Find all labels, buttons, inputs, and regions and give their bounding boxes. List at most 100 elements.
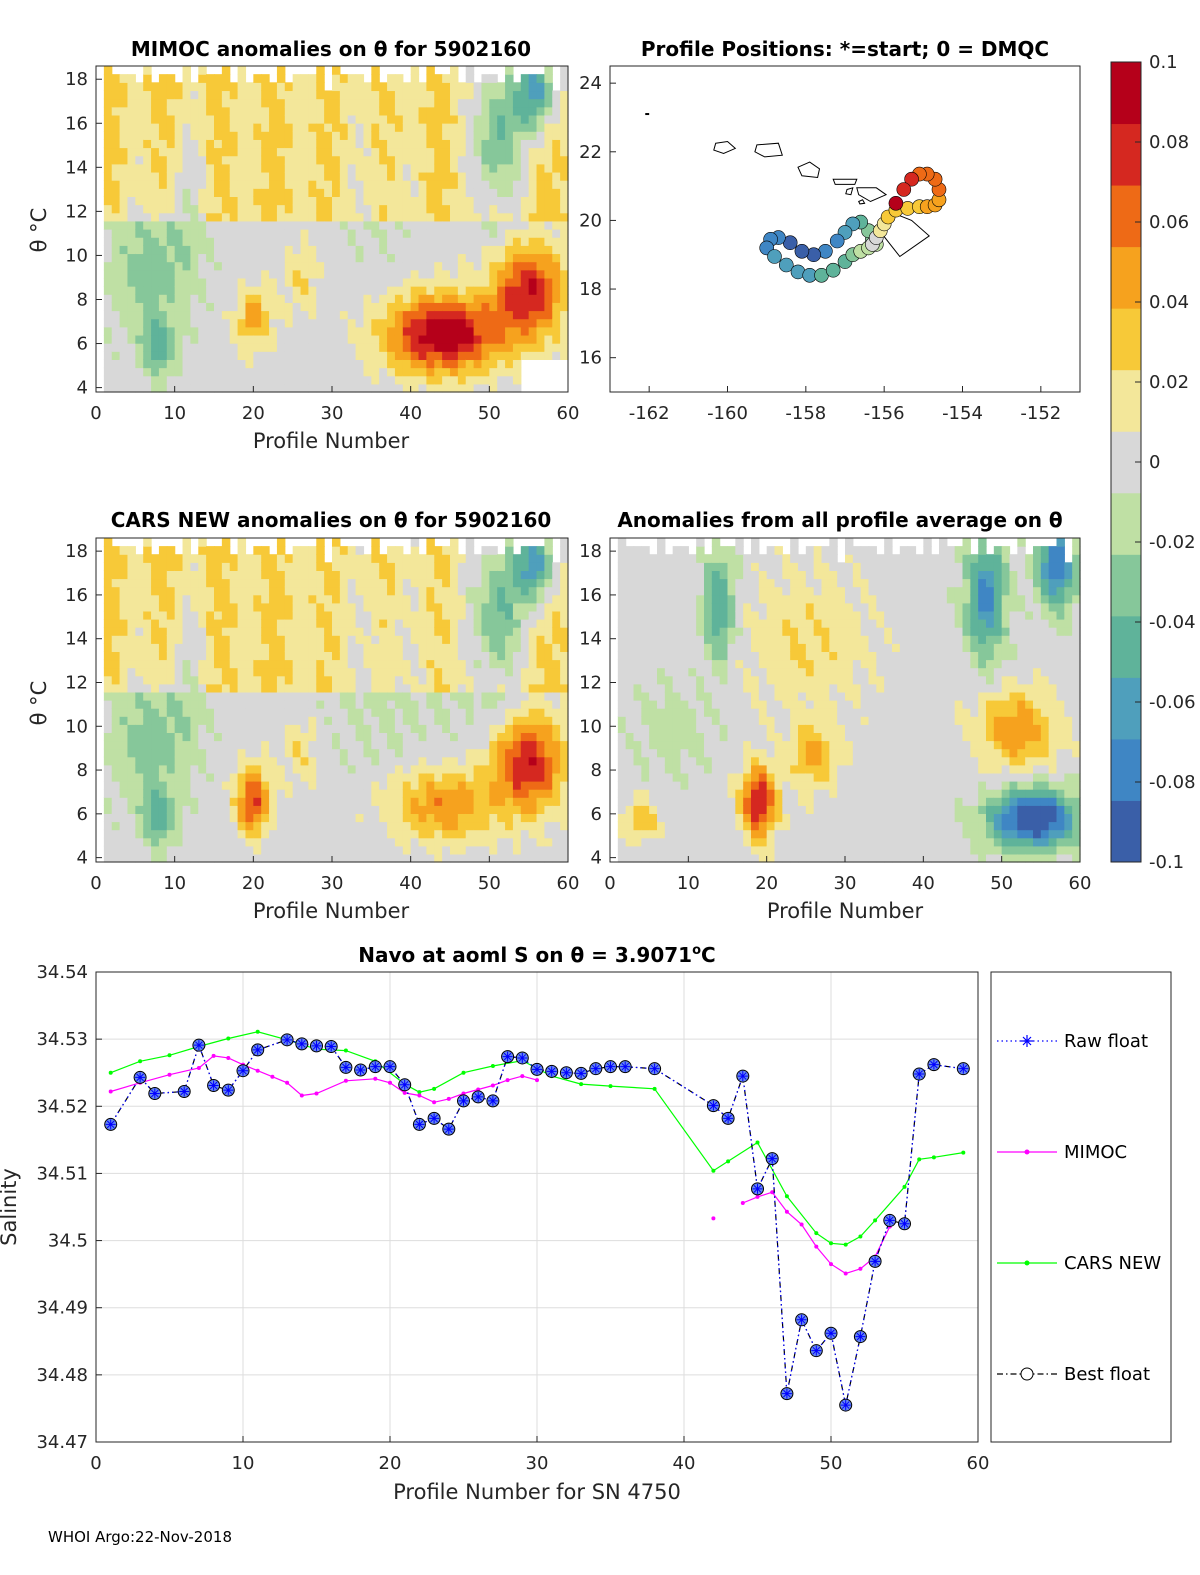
heatmap-cell bbox=[552, 155, 561, 165]
heatmap-cell bbox=[135, 220, 144, 230]
heatmap-cell bbox=[617, 578, 627, 588]
heatmap-cell bbox=[347, 359, 357, 369]
heatmap-cell bbox=[174, 853, 184, 863]
heatmap-cell bbox=[434, 123, 443, 132]
heatmap-cell bbox=[371, 716, 380, 725]
heatmap-cell bbox=[103, 155, 113, 165]
heatmap-cell bbox=[308, 781, 317, 790]
heatmap-cell bbox=[481, 286, 490, 295]
heatmap-cell bbox=[292, 627, 302, 636]
heatmap-cell bbox=[292, 318, 302, 328]
heatmap-cell bbox=[371, 383, 380, 393]
heatmap-cell bbox=[237, 367, 247, 377]
heatmap-cell bbox=[174, 837, 184, 847]
heatmap-cell bbox=[111, 845, 121, 855]
heatmap-cell bbox=[379, 180, 388, 189]
heatmap-cell bbox=[198, 334, 207, 344]
cars-ylabel: θ °C bbox=[27, 681, 51, 726]
heatmap-cell bbox=[512, 188, 522, 197]
heatmap-cell bbox=[276, 708, 286, 717]
heatmap-cell bbox=[229, 837, 239, 847]
heatmap-cell bbox=[505, 716, 514, 725]
heatmap-cell bbox=[221, 627, 231, 636]
heatmap-cell bbox=[410, 821, 420, 831]
x-tick-label: 20 bbox=[242, 403, 265, 424]
heatmap-cell bbox=[347, 627, 357, 636]
heatmap-cell bbox=[103, 667, 113, 677]
heatmap-cell bbox=[347, 691, 357, 701]
heatmap-cell bbox=[536, 740, 545, 750]
heatmap-cell bbox=[544, 171, 553, 181]
heatmap-cell bbox=[300, 286, 309, 295]
heatmap-cell bbox=[347, 269, 357, 279]
heatmap-cell bbox=[347, 367, 357, 377]
heatmap-cell bbox=[253, 756, 262, 766]
heatmap-cell bbox=[536, 716, 545, 725]
heatmap-cell bbox=[127, 375, 136, 385]
heatmap-cell bbox=[158, 635, 168, 644]
heatmap-cell bbox=[625, 635, 635, 644]
heatmap-cell bbox=[481, 586, 490, 596]
heatmap-cell bbox=[649, 570, 658, 580]
heatmap-cell bbox=[434, 90, 443, 100]
heatmap-cell bbox=[332, 837, 341, 847]
heatmap-cell bbox=[520, 106, 530, 116]
heatmap-cell bbox=[442, 691, 451, 701]
heatmap-cell bbox=[497, 269, 506, 279]
heatmap-cell bbox=[363, 781, 372, 790]
heatmap-cell bbox=[481, 204, 490, 214]
heatmap-cell bbox=[641, 845, 650, 855]
heatmap-cell bbox=[158, 204, 168, 214]
heatmap-cell bbox=[512, 813, 522, 823]
heatmap-cell bbox=[536, 554, 545, 563]
heatmap-cell bbox=[536, 602, 545, 612]
heatmap-cell bbox=[221, 171, 231, 181]
heatmap-cell bbox=[229, 114, 239, 124]
heatmap-cell bbox=[324, 732, 333, 742]
heatmap-cell bbox=[182, 716, 191, 725]
heatmap-cell bbox=[206, 98, 215, 108]
heatmap-cell bbox=[151, 375, 160, 385]
heatmap-cell bbox=[158, 343, 168, 352]
heatmap-cell bbox=[308, 196, 317, 206]
heatmap-cell bbox=[520, 756, 530, 766]
heatmap-cell bbox=[625, 789, 635, 798]
heatmap-cell bbox=[355, 383, 365, 393]
heatmap-cell bbox=[332, 562, 341, 571]
heatmap-cell bbox=[111, 683, 121, 693]
heatmap-cell bbox=[190, 98, 199, 108]
heatmap-cell bbox=[641, 635, 650, 644]
heatmap-cell bbox=[316, 204, 325, 214]
heatmap-cell bbox=[206, 667, 215, 677]
profile-position-marker bbox=[794, 244, 810, 259]
heatmap-cell bbox=[135, 196, 144, 206]
heatmap-cell bbox=[347, 90, 357, 100]
heatmap-cell bbox=[520, 781, 530, 790]
heatmap-cell bbox=[158, 212, 168, 222]
heatmap-cell bbox=[324, 180, 333, 189]
heatmap-cell bbox=[387, 602, 396, 612]
heatmap-cell bbox=[332, 139, 341, 149]
heatmap-cell bbox=[552, 724, 561, 733]
heatmap-cell bbox=[536, 98, 545, 108]
heatmap-cell bbox=[284, 351, 294, 360]
heatmap-cell bbox=[308, 724, 317, 733]
heatmap-cell bbox=[237, 326, 247, 336]
heatmap-cell bbox=[426, 691, 435, 701]
heatmap-cell bbox=[664, 667, 674, 677]
heatmap-cell bbox=[245, 277, 254, 287]
heatmap-cell bbox=[355, 245, 365, 255]
heatmap-cell bbox=[245, 98, 254, 108]
heatmap-cell bbox=[245, 716, 254, 725]
heatmap-cell bbox=[512, 269, 522, 279]
heatmap-cell bbox=[300, 789, 309, 798]
heatmap-cell bbox=[324, 683, 333, 693]
heatmap-cell bbox=[166, 334, 176, 344]
heatmap-cell bbox=[481, 359, 490, 369]
heatmap-cell bbox=[166, 756, 176, 766]
heatmap-cell bbox=[182, 383, 191, 393]
heatmap-cell bbox=[457, 171, 467, 181]
heatmap-cell bbox=[276, 163, 286, 173]
heatmap-cell bbox=[237, 586, 247, 596]
heatmap-cell bbox=[237, 302, 247, 312]
